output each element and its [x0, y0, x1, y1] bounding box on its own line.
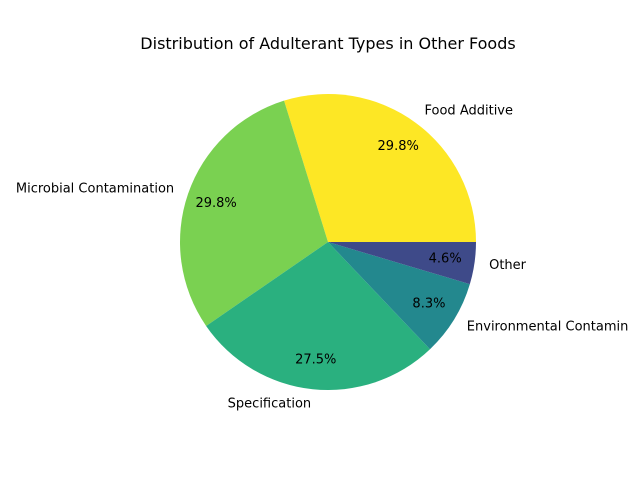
- pie-slice-specification: [206, 242, 430, 391]
- pie-slice-microbial-contamination: [179, 100, 328, 326]
- pie-labels: Food Additive 29.8% Microbial Contaminatio…: [16, 103, 629, 411]
- slice-percent-environmental-contamin: 8.3%: [412, 296, 445, 311]
- slice-percent-specification: 27.5%: [295, 352, 336, 367]
- pie-slices: [179, 93, 477, 391]
- slice-label-environmental-contamin: Environmental Contamin: [467, 320, 629, 335]
- slice-percent-other: 4.6%: [429, 252, 462, 267]
- pie-slice-other: [328, 242, 476, 285]
- slice-label-food-additive: Food Additive: [425, 103, 514, 118]
- slice-percent-microbial-contamination: 29.8%: [195, 196, 236, 211]
- chart-title: Distribution of Adulterant Types in Othe…: [140, 34, 515, 53]
- slice-percent-food-additive: 29.8%: [378, 139, 419, 154]
- slice-label-other: Other: [489, 258, 527, 273]
- pie-slice-environmental-contamin: [328, 242, 470, 350]
- slice-label-microbial-contamination: Microbial Contamination: [16, 181, 174, 196]
- slice-label-specification: Specification: [228, 396, 311, 411]
- pie-slice-food-additive: [284, 93, 477, 243]
